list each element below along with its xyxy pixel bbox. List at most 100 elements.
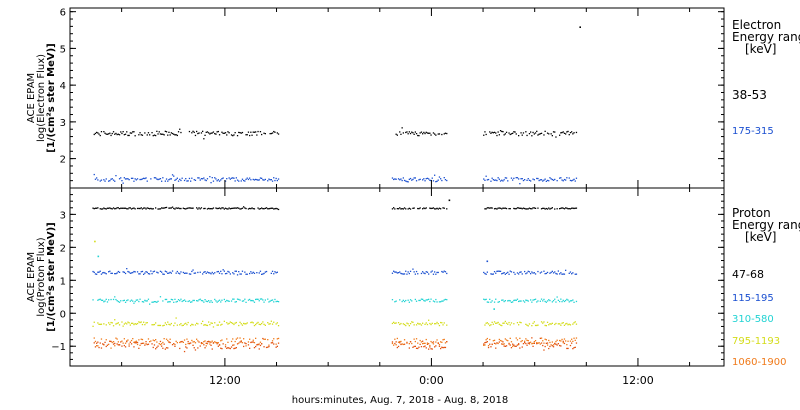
data-point bbox=[153, 134, 156, 136]
data-point bbox=[181, 300, 183, 303]
data-point bbox=[444, 179, 447, 181]
data-point bbox=[573, 322, 575, 324]
data-point bbox=[533, 321, 535, 323]
data-point bbox=[262, 179, 264, 181]
data-point bbox=[198, 299, 200, 301]
data-point bbox=[133, 131, 135, 133]
data-point bbox=[533, 272, 535, 274]
data-point bbox=[151, 301, 153, 303]
data-point bbox=[519, 271, 521, 273]
data-point bbox=[397, 178, 400, 180]
data-point bbox=[220, 270, 222, 272]
data-point bbox=[406, 273, 408, 275]
data-point bbox=[93, 271, 95, 273]
data-point bbox=[141, 208, 144, 210]
data-point bbox=[275, 177, 277, 180]
data-point bbox=[429, 344, 431, 347]
data-point bbox=[557, 299, 559, 301]
data-point bbox=[110, 321, 112, 324]
data-point bbox=[186, 347, 188, 349]
data-point bbox=[498, 207, 500, 209]
data-point bbox=[250, 341, 252, 344]
data-point bbox=[440, 301, 442, 303]
data-point bbox=[415, 324, 418, 326]
data-point bbox=[555, 340, 557, 343]
data-point bbox=[216, 207, 218, 210]
data-point bbox=[552, 272, 555, 274]
data-point bbox=[527, 178, 529, 180]
data-point bbox=[234, 340, 236, 343]
data-point bbox=[409, 270, 412, 272]
data-point bbox=[234, 207, 236, 209]
data-point bbox=[545, 207, 547, 210]
data-point bbox=[497, 321, 499, 324]
data-point bbox=[554, 323, 556, 326]
data-point bbox=[176, 270, 178, 273]
data-point bbox=[104, 132, 106, 134]
data-point bbox=[444, 298, 447, 301]
data-point bbox=[157, 133, 159, 135]
data-point bbox=[414, 131, 416, 133]
data-point bbox=[145, 208, 147, 210]
data-point bbox=[276, 271, 278, 273]
data-point bbox=[505, 207, 508, 210]
data-point bbox=[97, 179, 99, 181]
data-point bbox=[158, 324, 160, 327]
data-point bbox=[235, 177, 237, 179]
data-point bbox=[275, 323, 277, 325]
data-point bbox=[145, 322, 147, 324]
data-point bbox=[434, 271, 436, 273]
data-point bbox=[492, 132, 494, 134]
data-point bbox=[210, 341, 212, 343]
data-point bbox=[249, 298, 251, 301]
electron-legend-entry-0: 38-53 bbox=[732, 88, 767, 102]
data-point bbox=[552, 179, 555, 181]
data-point bbox=[163, 134, 165, 136]
data-point bbox=[539, 272, 541, 274]
data-point bbox=[203, 207, 205, 210]
data-point bbox=[501, 273, 503, 275]
data-point bbox=[174, 298, 176, 300]
data-point bbox=[202, 178, 204, 180]
data-point bbox=[129, 132, 131, 134]
data-point bbox=[429, 207, 431, 209]
data-point bbox=[505, 272, 508, 274]
data-point bbox=[174, 343, 176, 346]
data-point bbox=[174, 322, 176, 324]
data-point bbox=[443, 346, 445, 349]
data-point bbox=[495, 179, 497, 181]
data-point bbox=[567, 340, 569, 342]
data-point bbox=[420, 324, 423, 326]
data-point bbox=[394, 322, 396, 324]
data-point bbox=[128, 179, 130, 181]
data-point bbox=[140, 342, 142, 345]
data-point bbox=[185, 300, 187, 302]
data-point bbox=[565, 340, 567, 342]
data-point bbox=[560, 345, 562, 347]
data-point bbox=[485, 175, 487, 177]
data-point bbox=[115, 207, 117, 210]
data-point bbox=[186, 207, 188, 210]
data-point bbox=[182, 341, 184, 343]
data-point bbox=[140, 178, 142, 181]
data-point bbox=[110, 134, 112, 137]
data-point bbox=[568, 208, 570, 210]
data-point bbox=[243, 206, 245, 208]
data-point bbox=[419, 343, 421, 345]
data-point bbox=[503, 343, 505, 345]
data-point bbox=[109, 323, 111, 326]
data-point bbox=[434, 301, 436, 303]
data-point bbox=[168, 131, 170, 133]
data-point bbox=[109, 270, 111, 272]
data-point bbox=[232, 322, 234, 325]
data-point bbox=[211, 322, 213, 324]
data-point bbox=[255, 131, 257, 133]
data-point bbox=[441, 322, 443, 324]
data-point bbox=[400, 322, 402, 325]
data-point bbox=[133, 341, 135, 343]
data-point bbox=[270, 342, 272, 344]
data-point bbox=[240, 208, 242, 210]
data-point bbox=[139, 321, 141, 324]
data-point bbox=[147, 338, 150, 340]
data-point bbox=[133, 270, 135, 273]
